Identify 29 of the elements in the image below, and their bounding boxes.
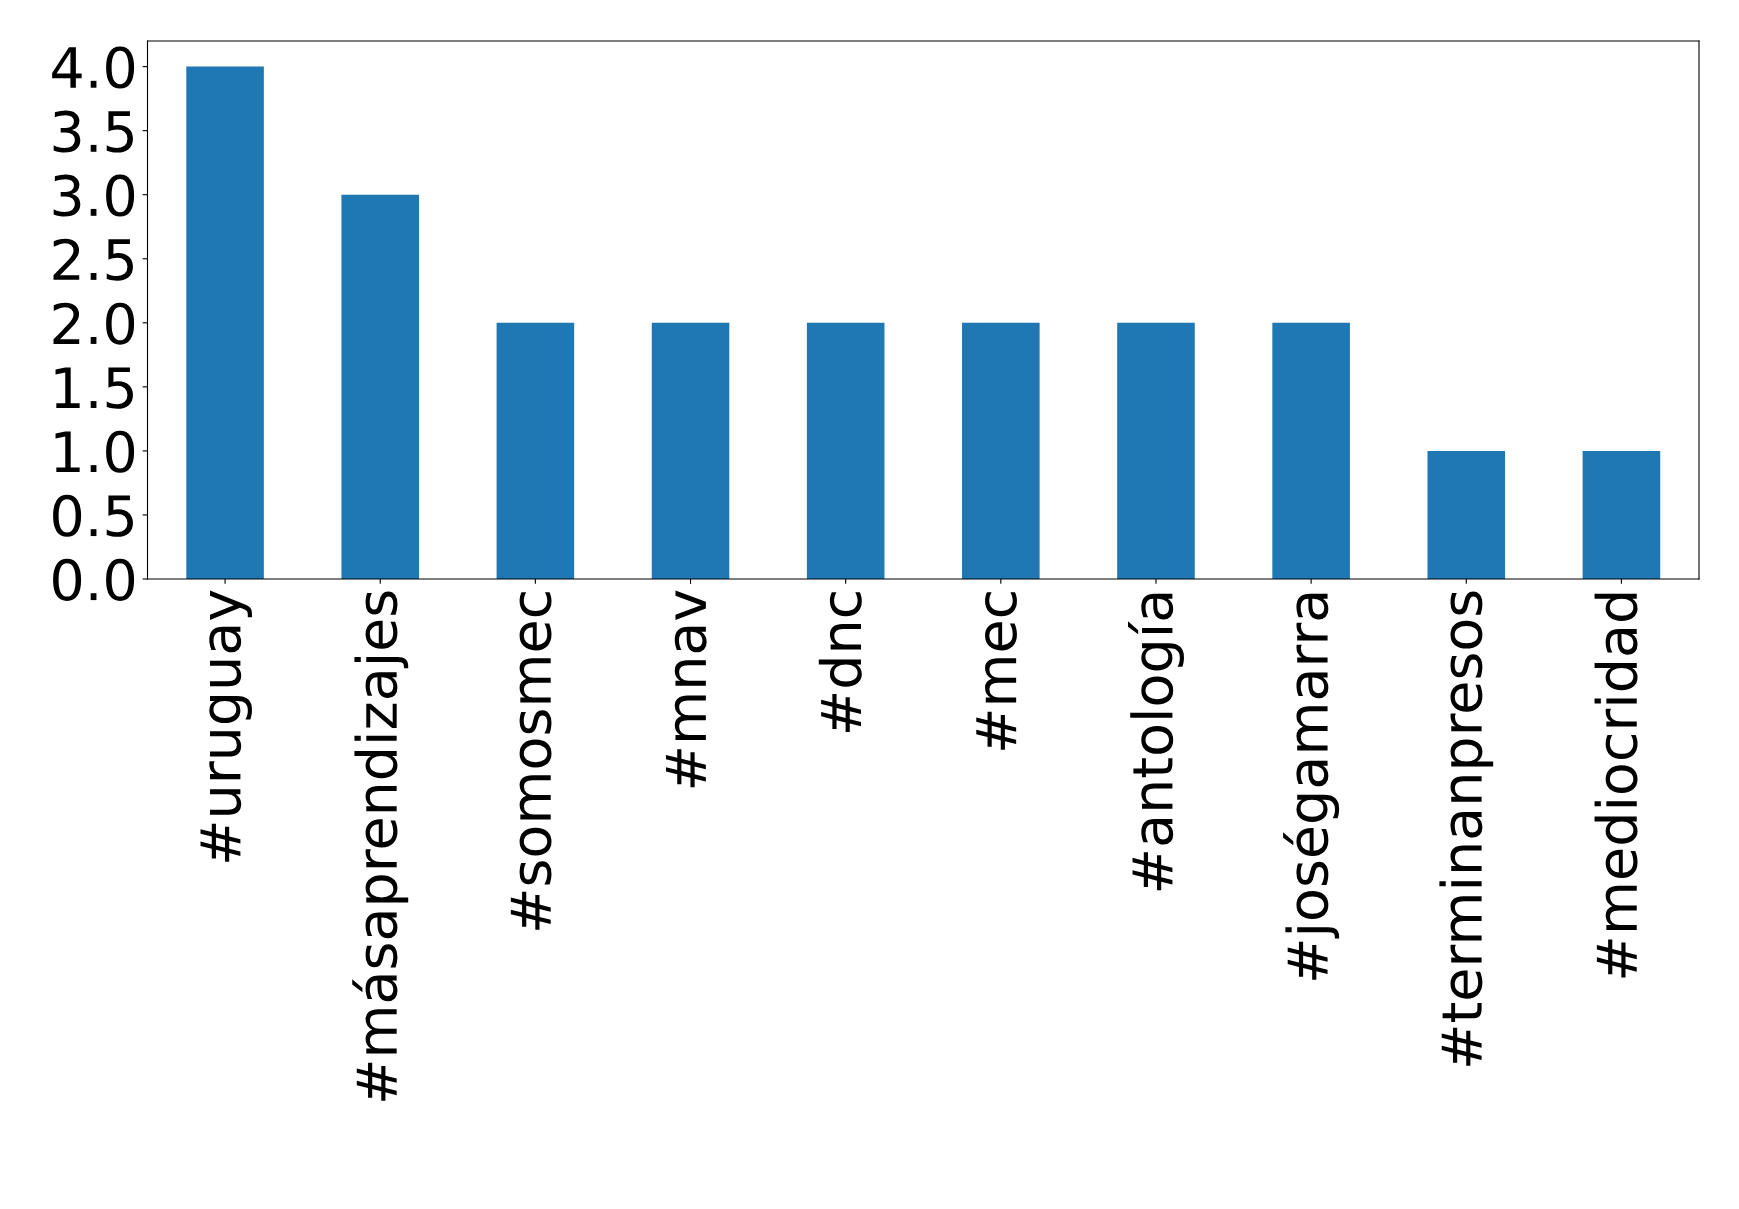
x-tick-label: #joségamarra: [1283, 593, 1340, 980]
bar: [341, 194, 420, 579]
y-tick-label: 0.0: [53, 558, 135, 601]
y-tick-label: 0.5: [53, 494, 133, 537]
y-tick-label: 1.5: [55, 367, 133, 409]
x-tick-label: #dnc: [818, 592, 862, 733]
x-tick-label: #uruguay: [200, 590, 252, 862]
bar: [962, 322, 1040, 579]
x-tick-label: #somosmec: [510, 592, 552, 930]
y-tick-label: 2.5: [53, 238, 133, 281]
y-tick-label: 2.0: [53, 302, 135, 345]
bar: [806, 322, 885, 579]
x-tick-label: #mec: [976, 592, 1017, 750]
bar: [186, 66, 264, 579]
bar: [1582, 450, 1661, 579]
bar: [496, 322, 575, 579]
x-tick-label: #antología: [1127, 593, 1184, 891]
bar: [1272, 322, 1350, 579]
x-tick-label: #mediocridad: [1594, 593, 1638, 978]
bar: [1427, 450, 1506, 579]
x-tick-label: #másaprendizajes: [352, 591, 409, 1101]
x-tick-label: #mnav: [665, 590, 707, 788]
bar: [651, 322, 730, 579]
x-tick-label: #terminanpresos: [1439, 591, 1494, 1066]
y-tick-label: 3.0: [53, 174, 135, 217]
bar: [1117, 322, 1195, 579]
y-tick-label: 1.0: [55, 430, 135, 473]
y-tick-label: 4.0: [52, 46, 135, 89]
y-tick-label: 3.5: [53, 110, 133, 153]
